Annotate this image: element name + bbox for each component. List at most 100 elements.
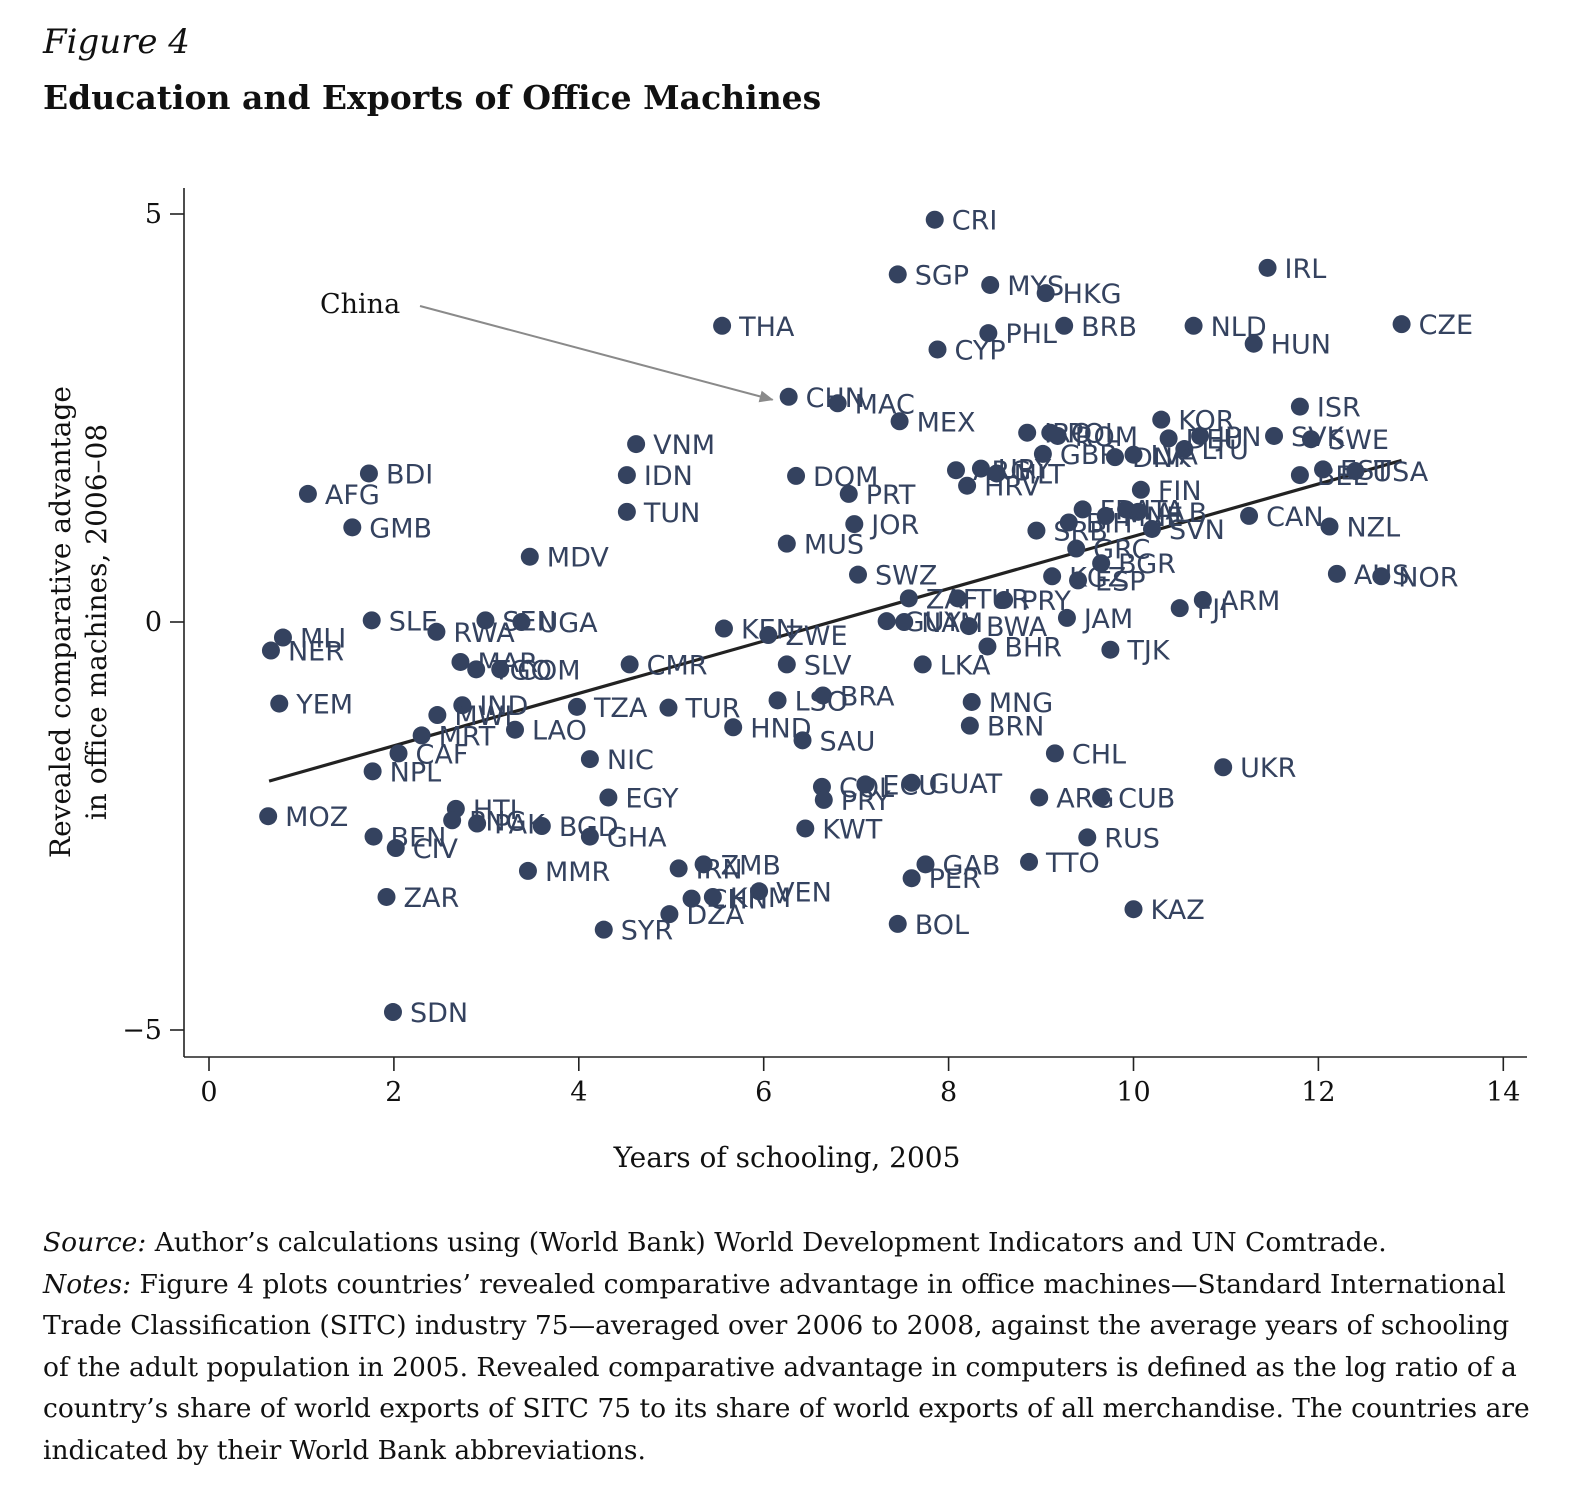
- data-point: [1048, 426, 1067, 445]
- point-label: MYS: [1007, 271, 1064, 302]
- point-label: DZA: [686, 900, 744, 931]
- data-point: [694, 855, 713, 874]
- point-label: COM: [517, 655, 580, 686]
- data-point: [828, 394, 847, 413]
- data-point: [1101, 640, 1120, 659]
- point-label: CMR: [647, 650, 708, 681]
- point-label: BRN: [987, 712, 1044, 743]
- point-label: BHR: [1004, 632, 1062, 663]
- point-label: MDV: [547, 543, 610, 574]
- data-point: [971, 459, 990, 478]
- point-label: HUN: [1271, 330, 1331, 361]
- point-label: ALB: [1155, 498, 1207, 529]
- notes-label: Notes:: [43, 1268, 132, 1300]
- data-point: [377, 887, 396, 906]
- data-point: [273, 628, 292, 647]
- point-label: CHL: [1072, 739, 1126, 770]
- data-point: [468, 814, 487, 833]
- point-label: MNG: [989, 688, 1053, 719]
- point-label: CUB: [1118, 783, 1175, 814]
- point-label: KAZ: [1151, 895, 1205, 926]
- point-label: CRI: [952, 206, 998, 237]
- data-point: [814, 790, 833, 809]
- point-label: LVA: [1151, 441, 1199, 472]
- data-point: [1055, 316, 1074, 335]
- data-point: [978, 637, 997, 656]
- point-label: PRT: [866, 480, 916, 511]
- source-note: Source: Author’s calculations using (Wor…: [43, 1222, 1543, 1264]
- point-label: KHM: [730, 883, 791, 914]
- data-point: [1244, 334, 1263, 353]
- x-tick-label: 2: [385, 1077, 402, 1108]
- data-point: [386, 839, 405, 858]
- data-point: [1193, 590, 1212, 609]
- data-point: [759, 626, 778, 645]
- y-tick-label: 0: [145, 607, 162, 638]
- point-label: MLI: [300, 624, 346, 655]
- data-point: [1290, 397, 1309, 416]
- data-point: [703, 887, 722, 906]
- data-point: [261, 641, 280, 660]
- point-label: IND: [479, 691, 528, 722]
- data-point: [1302, 430, 1321, 449]
- point-label: LTU: [1201, 435, 1249, 466]
- point-label: BOL: [915, 910, 969, 941]
- data-point: [532, 817, 551, 835]
- point-label: MWI: [454, 701, 512, 732]
- point-label: ZAR: [404, 883, 460, 914]
- data-point: [1265, 426, 1284, 445]
- data-point: [839, 484, 858, 503]
- data-point: [724, 718, 743, 737]
- x-tick-label: 10: [1116, 1077, 1150, 1108]
- y-tick-label: 5: [145, 199, 162, 230]
- point-label: CYP: [955, 335, 1006, 366]
- data-point: [1036, 284, 1055, 303]
- x-tick-label: 12: [1301, 1077, 1335, 1108]
- data-point: [580, 750, 599, 769]
- data-point: [888, 914, 907, 933]
- point-label: IRL: [1285, 254, 1327, 285]
- point-label: VEN: [776, 877, 832, 908]
- point-label: FJI: [1197, 594, 1228, 625]
- data-point: [520, 547, 539, 566]
- point-label: NIC: [607, 745, 654, 776]
- axes: 0 2 4 6 8 10 12 14 −5 0 5 Years of schooling, 2005 R…: [44, 188, 1527, 1174]
- data-point: [259, 807, 278, 826]
- data-point: [1152, 410, 1171, 429]
- y-tick-label: −5: [122, 1015, 162, 1046]
- data-point: [796, 819, 815, 838]
- data-point: [995, 590, 1014, 609]
- data-point: [1214, 758, 1233, 777]
- source-text: Author’s calculations using (World Bank)…: [146, 1227, 1387, 1258]
- data-point: [981, 275, 1000, 294]
- data-point: [1372, 567, 1391, 586]
- data-point: [959, 617, 978, 636]
- x-tick-label: 8: [940, 1077, 957, 1108]
- data-point: [713, 316, 732, 335]
- data-point: [750, 882, 769, 901]
- data-point: [599, 788, 618, 807]
- point-label: THA: [738, 312, 795, 343]
- data-point: [518, 861, 537, 880]
- data-point: [1020, 852, 1039, 871]
- data-point: [714, 619, 733, 638]
- data-point: [1045, 744, 1064, 763]
- data-point: [362, 611, 381, 630]
- point-label: NZL: [1346, 513, 1400, 544]
- point-label: GUAT: [929, 769, 1003, 800]
- data-point: [916, 855, 935, 874]
- point-label: MLT: [1014, 459, 1066, 490]
- data-point: [913, 655, 932, 674]
- fit-line: [268, 458, 1403, 783]
- point-label: RWA: [453, 618, 515, 649]
- notes-text: Figure 4 plots countries’ revealed compa…: [43, 1268, 1530, 1466]
- y-axis-title-line: Revealed comparative advantage: [44, 386, 77, 858]
- data-point: [1175, 440, 1194, 459]
- data-point: [298, 484, 317, 503]
- data-point: [1240, 506, 1259, 525]
- data-point: [1030, 788, 1049, 807]
- data-point: [443, 811, 462, 830]
- data-point: [787, 466, 806, 485]
- point-label: GHA: [607, 823, 667, 854]
- data-point: [779, 387, 798, 406]
